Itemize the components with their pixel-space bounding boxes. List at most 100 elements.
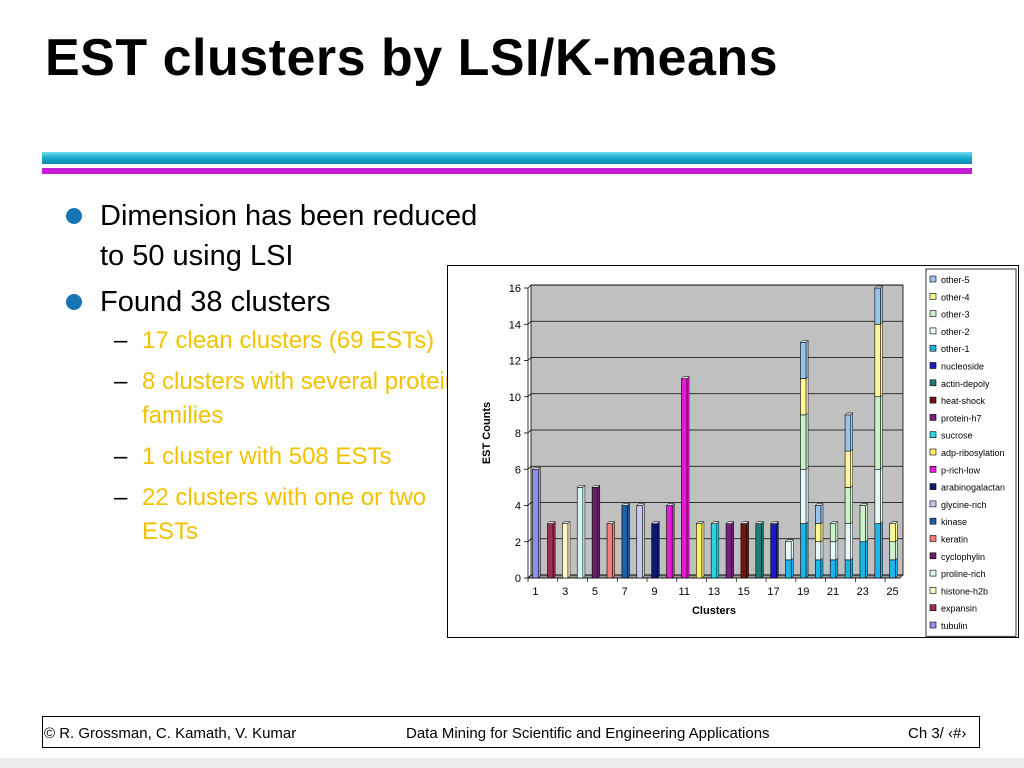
legend-label: expansin [941,604,977,614]
bar-segment [874,323,881,398]
bullet-dot-icon [66,208,82,224]
bar-top [755,521,765,524]
bar-segment [740,523,747,579]
sub-bullet-item: –8 clusters with several protein familie… [100,365,482,433]
bullet-item: Dimension has been reduced to 50 using L… [62,196,482,276]
bar-segment-side [731,521,734,579]
sub-bullet-list: –17 clean clusters (69 ESTs) –8 clusters… [100,324,482,549]
y-tick-label: 4 [515,501,521,513]
bar-segment [859,505,866,543]
bar-segment [844,450,852,488]
bar-top [859,503,869,506]
bar-segment-side [850,448,853,488]
legend-swatch [929,535,937,542]
bar-top [576,485,586,488]
legend-swatch [929,517,937,525]
x-tick-label: 13 [708,586,720,598]
legend-label: keratin [941,535,968,545]
sub-bullet-text: 17 clean clusters (69 ESTs) [142,327,435,354]
bar-segment-side [805,521,809,579]
bar-segment-side [835,557,839,579]
bar-segment [755,523,762,579]
bar-segment [874,468,881,524]
x-tick-label: 23 [857,586,869,598]
bar-segment-side [820,557,824,579]
footer-center: Data Mining for Scientific and Engineeri… [406,725,770,742]
bar-segment [815,559,822,579]
y-tick-label: 12 [509,356,521,368]
title-rule-cyan [42,152,972,164]
bar-segment-side [835,539,839,561]
bar-segment [874,523,881,579]
bar-segment-side [805,376,809,416]
legend-label: nucleoside [941,362,984,372]
bar-top [680,376,690,379]
bar-segment [889,523,896,543]
bar-segment-side [880,466,883,525]
bar-top [606,521,616,524]
bar-segment-side [865,502,868,543]
x-tick-label: 3 [562,586,568,598]
bar-segment [844,414,852,452]
bar-segment-side [612,521,615,579]
gridline [527,429,903,434]
bullet-text: Found 38 clusters [100,286,331,318]
y-tick-label: 8 [515,428,521,440]
y-tick-label: 6 [515,464,521,476]
bar-segment-side [790,557,794,579]
sub-bullet-text: 8 clusters with several protein families [142,368,459,429]
bar-segment-side [895,539,898,561]
bar-top [636,503,646,506]
bullet-dot-icon [66,294,82,310]
legend-swatch [929,448,937,456]
bar-top [561,521,571,524]
legend-swatch [929,552,937,560]
bar-segment [681,378,688,579]
gridline [527,357,903,361]
bar-segment [859,541,866,579]
bar-segment [800,414,807,470]
legend-label: protein-h7 [941,413,982,423]
legend-swatch [929,344,937,352]
bar-top [695,521,705,524]
y-tick-label: 2 [515,537,521,549]
bar-segment [800,523,807,579]
title-rule-magenta [42,168,972,174]
bar-segment [800,378,807,416]
bar-segment-side [880,394,883,470]
bar-segment-side [850,557,853,579]
bar-top [651,521,660,524]
bar-top [784,539,794,542]
bar-segment [829,541,837,561]
legend-label: cyclophylin [941,552,985,562]
bar-segment-side [552,521,556,579]
bar-segment-side [671,502,675,579]
bar-segment [844,559,852,579]
sub-bullet-item: –17 clean clusters (69 ESTs) [100,324,482,358]
footer-rule [42,716,980,717]
bullet-list: Dimension has been reduced to 50 using L… [62,196,482,556]
bar-segment [815,523,822,543]
x-tick-label: 11 [679,586,690,598]
legend-swatch [929,500,937,508]
sub-bullet-text: 22 clusters with one or two ESTs [142,484,427,545]
bar-segment [547,523,554,579]
footer-right: Ch 3/ ‹#› [908,725,967,742]
bar-segment [844,487,852,524]
bar-segment-side [805,412,809,470]
bar-segment-side [805,339,809,380]
bar-top [814,503,824,506]
x-tick-label: 9 [651,586,657,598]
bar-segment [576,487,584,579]
y-tick-label: 0 [515,573,521,585]
bar-segment-side [850,412,853,452]
bar-segment [785,541,792,561]
bar-segment [770,523,777,579]
legend-label: other-3 [941,310,970,320]
bar-segment [621,505,628,579]
bar-segment-side [642,502,645,579]
gridline [527,320,903,325]
bar-segment-side [835,521,839,543]
bar-segment [562,523,569,579]
y-axis-title: EST Counts [481,402,493,464]
